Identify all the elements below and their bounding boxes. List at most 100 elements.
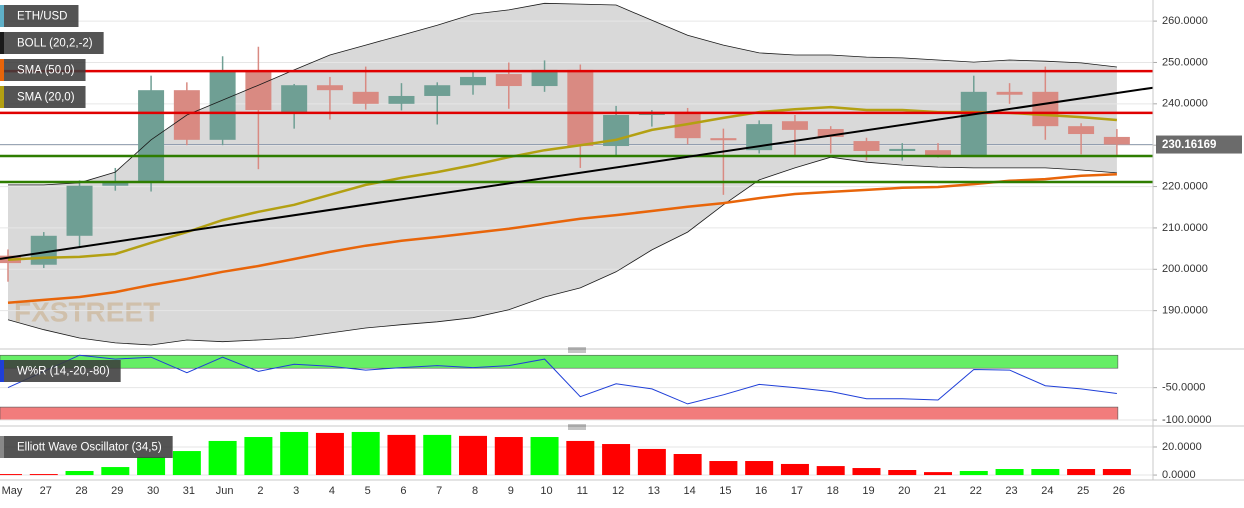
histogram-bar bbox=[244, 437, 273, 476]
histogram-bar bbox=[673, 454, 702, 476]
histogram-bar bbox=[351, 431, 380, 476]
x-tick-label: 9 bbox=[508, 485, 514, 497]
candle-body bbox=[817, 129, 844, 137]
histogram-bar bbox=[65, 470, 94, 476]
histogram-bar bbox=[1067, 469, 1096, 476]
x-tick-label: 11 bbox=[577, 485, 588, 497]
x-tick-label: 27 bbox=[40, 485, 52, 497]
zone-band bbox=[0, 354, 1119, 369]
x-tick-label: 17 bbox=[791, 485, 803, 497]
legend-item: SMA (50,0) bbox=[0, 59, 86, 81]
legend-item: W%R (14,-20,-80) bbox=[0, 360, 121, 382]
histogram-bar bbox=[566, 440, 595, 476]
histogram-bar bbox=[208, 440, 237, 476]
legend-box bbox=[0, 32, 104, 54]
y-tick-label: 20.0000 bbox=[1162, 441, 1202, 453]
x-tick-label: May bbox=[2, 485, 23, 497]
y-tick-label: 210.0000 bbox=[1162, 222, 1208, 234]
overlay-layer bbox=[0, 2, 1154, 405]
histogram-bar bbox=[816, 466, 845, 476]
x-tick-label: 22 bbox=[970, 485, 982, 497]
x-tick-label: 14 bbox=[684, 485, 696, 497]
candle-body bbox=[781, 121, 808, 130]
candle-body bbox=[1068, 126, 1095, 135]
legend-box bbox=[0, 360, 121, 382]
legend-box bbox=[0, 5, 79, 27]
legend-label: ETH/USD bbox=[17, 11, 67, 23]
legend-item: ETH/USD bbox=[0, 5, 79, 27]
histogram-bar bbox=[172, 451, 201, 476]
histogram-bar bbox=[0, 474, 22, 476]
legend-box bbox=[0, 436, 173, 458]
candle-body bbox=[495, 74, 522, 87]
x-tick-label: 10 bbox=[540, 485, 552, 497]
x-tick-label: 21 bbox=[934, 485, 946, 497]
x-tick-label: 24 bbox=[1041, 485, 1053, 497]
y-tick-label: 220.0000 bbox=[1162, 180, 1208, 192]
candle-body bbox=[1032, 91, 1059, 127]
legend-label: SMA (20,0) bbox=[17, 92, 75, 104]
resize-handle[interactable] bbox=[568, 347, 586, 353]
candle-body bbox=[424, 85, 451, 96]
legend-label: SMA (50,0) bbox=[17, 65, 75, 77]
candle-body bbox=[460, 76, 487, 86]
x-tick-label: 30 bbox=[147, 485, 159, 497]
x-tick-label: 8 bbox=[472, 485, 478, 497]
resize-handle[interactable] bbox=[568, 424, 586, 430]
x-tick-label: 2 bbox=[257, 485, 263, 497]
legend-item: BOLL (20,2,-2) bbox=[0, 32, 104, 54]
histogram-bar bbox=[29, 474, 58, 476]
candle-body bbox=[531, 69, 558, 87]
band-lower bbox=[7, 156, 1117, 346]
histogram-bar bbox=[1031, 469, 1060, 476]
histogram-bar bbox=[530, 437, 559, 476]
x-tick-label: 26 bbox=[1113, 485, 1125, 497]
legend-box bbox=[0, 59, 86, 81]
histogram-bar bbox=[924, 472, 953, 476]
legend-box bbox=[0, 86, 86, 108]
x-tick-label: 12 bbox=[612, 485, 624, 497]
legend-swatch bbox=[0, 436, 4, 458]
legend-swatch bbox=[0, 86, 4, 108]
x-tick-label: 31 bbox=[183, 485, 195, 497]
histogram-bar bbox=[387, 434, 416, 476]
x-tick-label: 4 bbox=[329, 485, 335, 497]
candle-body bbox=[388, 95, 415, 104]
y-tick-label: 240.0000 bbox=[1162, 98, 1208, 110]
legend-swatch bbox=[0, 360, 4, 382]
x-tick-label: 15 bbox=[719, 485, 731, 497]
histogram-bar bbox=[494, 437, 523, 476]
legend-label: Elliott Wave Oscillator (34,5) bbox=[17, 442, 162, 454]
x-tick-label: 25 bbox=[1077, 485, 1089, 497]
candle-body bbox=[1103, 136, 1130, 145]
histogram-bar bbox=[888, 470, 917, 476]
y-tick-label: 190.0000 bbox=[1162, 305, 1208, 317]
candle-body bbox=[102, 182, 129, 186]
candle-body bbox=[245, 71, 272, 111]
candle-body bbox=[710, 138, 737, 141]
marks-layer bbox=[0, 46, 1131, 476]
candle-body bbox=[138, 90, 165, 183]
candle-body bbox=[960, 91, 987, 156]
zone-band bbox=[0, 406, 1119, 421]
legend-swatch bbox=[0, 5, 4, 27]
x-tick-label: 16 bbox=[755, 485, 767, 497]
histogram-bar bbox=[315, 432, 344, 476]
y-tick-label: -50.0000 bbox=[1162, 382, 1205, 394]
candle-body bbox=[66, 185, 93, 236]
histogram-bar bbox=[602, 444, 631, 476]
candle-body bbox=[996, 91, 1023, 95]
last-price-box bbox=[1156, 135, 1242, 154]
histogram-bar bbox=[959, 470, 988, 476]
x-tick-label: 6 bbox=[400, 485, 406, 497]
x-tick-label: 19 bbox=[862, 485, 874, 497]
legend-layer: May 27 28 29 30 31 Jun 2 3 4 5 6 7 8 9 10 11 12 13 14 15 16 17… bbox=[0, 5, 1242, 497]
histogram-bar bbox=[995, 469, 1024, 476]
histogram-bar bbox=[280, 431, 309, 476]
legend-swatch bbox=[0, 59, 4, 81]
histogram-bar bbox=[637, 448, 666, 476]
histogram-bar bbox=[137, 456, 166, 476]
x-tick-label: 29 bbox=[111, 485, 123, 497]
